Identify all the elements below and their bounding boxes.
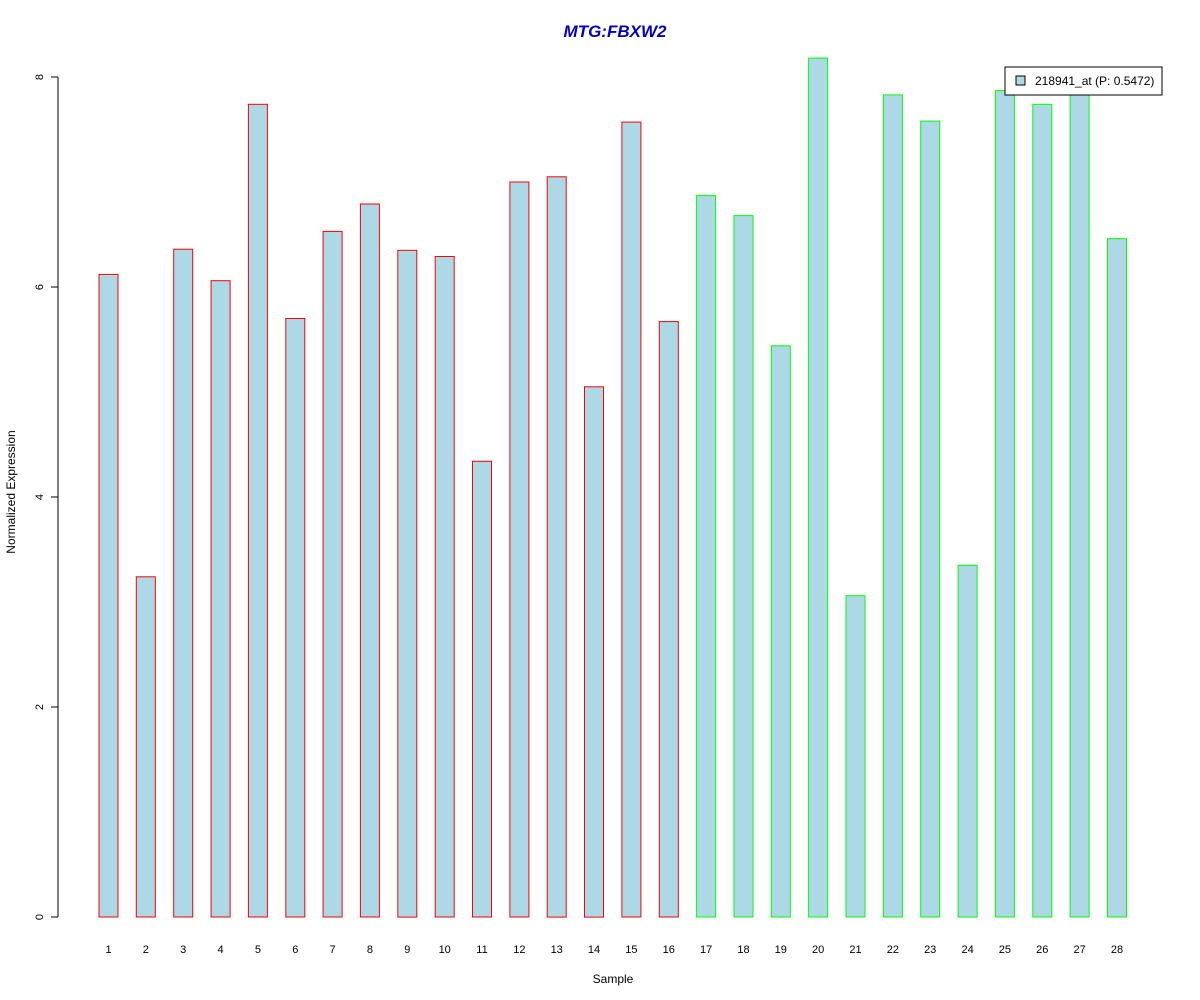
x-tick-label: 20 bbox=[812, 944, 824, 956]
bar-sample-4 bbox=[210, 280, 231, 918]
y-tick-label: 6 bbox=[34, 284, 46, 290]
x-tick-label: 21 bbox=[849, 944, 861, 956]
x-tick-label: 22 bbox=[887, 944, 899, 956]
bar-sample-17 bbox=[696, 195, 717, 918]
x-tick-label: 2 bbox=[143, 944, 149, 956]
bar-sample-24 bbox=[957, 564, 978, 918]
x-axis-label: Sample bbox=[593, 972, 634, 986]
bar-sample-3 bbox=[173, 248, 194, 918]
x-tick-label: 15 bbox=[625, 944, 637, 956]
legend-label: 218941_at (P: 0.5472) bbox=[1035, 74, 1154, 88]
bar-sample-16 bbox=[658, 321, 679, 918]
y-tick-label: 4 bbox=[34, 494, 46, 500]
bar-sample-1 bbox=[98, 273, 119, 918]
bars bbox=[98, 57, 1127, 918]
bar-sample-9 bbox=[397, 249, 418, 918]
legend-swatch bbox=[1015, 75, 1026, 86]
bar-sample-6 bbox=[285, 318, 306, 918]
x-tick-label: 1 bbox=[105, 944, 111, 956]
bar-sample-19 bbox=[770, 345, 791, 918]
bar-sample-5 bbox=[247, 103, 268, 918]
x-tick-label: 19 bbox=[775, 944, 787, 956]
x-tick-label: 18 bbox=[737, 944, 749, 956]
bar-sample-20 bbox=[808, 57, 829, 918]
legend: 218941_at (P: 0.5472) bbox=[1004, 66, 1163, 96]
bar-sample-15 bbox=[621, 121, 642, 918]
bar-sample-2 bbox=[135, 576, 156, 918]
legend-box bbox=[1004, 66, 1163, 96]
x-tick-label: 14 bbox=[588, 944, 600, 956]
x-tick-label: 10 bbox=[439, 944, 451, 956]
x-tick-label: 16 bbox=[663, 944, 675, 956]
y-axis-label: Normalized Expression bbox=[4, 430, 18, 553]
bar-sample-25 bbox=[994, 90, 1015, 918]
x-tick-label: 9 bbox=[404, 944, 410, 956]
x-tick-label: 13 bbox=[551, 944, 563, 956]
y-tick-label: 8 bbox=[34, 74, 46, 80]
x-tick-label: 17 bbox=[700, 944, 712, 956]
x-tick-label: 5 bbox=[255, 944, 261, 956]
x-tick-label: 25 bbox=[999, 944, 1011, 956]
bar-sample-26 bbox=[1032, 103, 1053, 918]
bar-sample-27 bbox=[1069, 89, 1090, 918]
x-tick-label: 7 bbox=[330, 944, 336, 956]
bar-sample-18 bbox=[733, 215, 754, 918]
x-tick-label: 8 bbox=[367, 944, 373, 956]
x-tick-label: 23 bbox=[924, 944, 936, 956]
x-tick-label: 24 bbox=[961, 944, 973, 956]
bar-sample-10 bbox=[434, 256, 455, 918]
bar-sample-14 bbox=[584, 386, 604, 918]
bar-sample-22 bbox=[882, 94, 903, 918]
bar-sample-21 bbox=[845, 595, 866, 918]
y-ticks: 0 2 4 6 8 bbox=[34, 74, 58, 920]
x-tick-label: 28 bbox=[1111, 944, 1123, 956]
x-tick-label: 4 bbox=[218, 944, 224, 956]
x-tick-label: 12 bbox=[513, 944, 525, 956]
x-tick-label: 6 bbox=[292, 944, 298, 956]
bar-sample-12 bbox=[509, 181, 530, 918]
y-tick-label: 2 bbox=[34, 704, 46, 710]
chart-title: MTG:FBXW2 bbox=[564, 22, 667, 41]
x-tick-label: 27 bbox=[1073, 944, 1085, 956]
x-tick-label: 26 bbox=[1036, 944, 1048, 956]
y-tick-label: 0 bbox=[34, 914, 46, 920]
x-tick-label: 3 bbox=[180, 944, 186, 956]
bar-sample-13 bbox=[546, 176, 567, 918]
bar-sample-11 bbox=[472, 460, 492, 918]
bar-sample-7 bbox=[322, 230, 343, 918]
bar-sample-8 bbox=[359, 203, 380, 918]
bar-sample-23 bbox=[920, 120, 941, 918]
bar-sample-28 bbox=[1107, 238, 1127, 918]
x-tick-labels: 1 2 3 4 5 6 7 8 9 10 11 12 13 14 15 16 17 18 19 20 21 22 23 24 2… bbox=[105, 944, 1123, 956]
x-tick-label: 11 bbox=[476, 944, 487, 956]
